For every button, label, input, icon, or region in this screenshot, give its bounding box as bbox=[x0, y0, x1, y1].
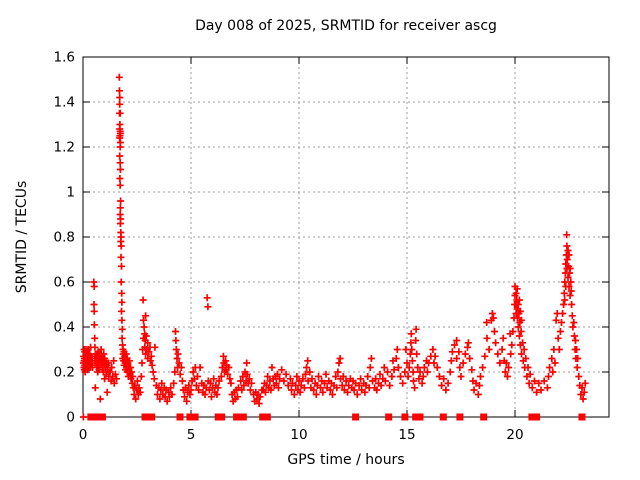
x-tick-label: 5 bbox=[187, 427, 196, 443]
data-series-zero-flags bbox=[87, 413, 586, 421]
y-tick-label: 0.6 bbox=[54, 275, 75, 291]
y-tick-label: 0.2 bbox=[54, 365, 75, 381]
x-axis-label: GPS time / hours bbox=[287, 452, 405, 468]
x-tick-label: 0 bbox=[79, 427, 88, 443]
chart-title: Day 008 of 2025, SRMTID for receiver asc… bbox=[195, 18, 497, 34]
x-tick-label: 10 bbox=[290, 427, 307, 443]
data-series-srmtid bbox=[79, 73, 589, 421]
y-tick-label: 1.6 bbox=[54, 50, 75, 66]
grid-lines bbox=[83, 57, 609, 417]
y-tick-label: 1 bbox=[66, 185, 75, 201]
y-tick-label: 0.8 bbox=[54, 230, 75, 246]
y-tick-label: 1.4 bbox=[54, 95, 75, 111]
y-tick-label: 0.4 bbox=[54, 320, 75, 336]
y-tick-label: 1.2 bbox=[54, 140, 75, 156]
plot-border bbox=[82, 56, 610, 418]
x-tick-label: 20 bbox=[506, 427, 523, 443]
x-tick-label: 15 bbox=[398, 427, 415, 443]
axis-ticks bbox=[82, 56, 609, 418]
y-tick-label: 0 bbox=[66, 410, 75, 426]
